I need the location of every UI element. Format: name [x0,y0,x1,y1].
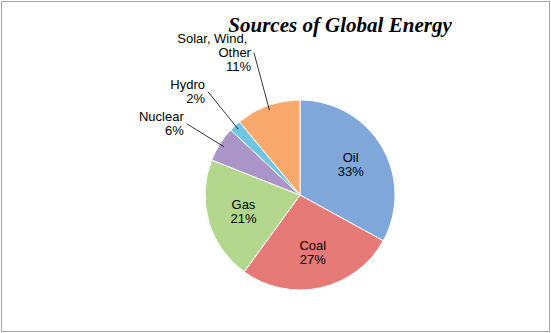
data-label: 11% [226,59,251,74]
slice-label-line: Hydro [170,77,205,92]
slice-label: Hydro [170,77,205,92]
data-label: 27% [300,252,326,267]
slice-label: Solar, Wind, Other [177,31,251,60]
leader-line [187,124,224,147]
slice-label-line: Gas [232,197,256,212]
pie-slice [239,100,300,195]
slice-label: Nuclear [139,109,184,124]
slice-label-line: Nuclear [139,109,184,124]
leader-line [208,92,238,129]
slice-label: Oil [343,150,359,165]
slice-label: Gas [232,197,256,212]
slice-label: Coal [299,238,326,253]
slice-label-line: Oil [343,150,359,165]
slice-label-line: Coal [299,238,326,253]
leader-line [254,53,269,110]
slice-label-line: Solar, Wind, [177,31,251,46]
pie: Oil33% Coal27% Gas21% Nuclear6% Hydro2% Solar… [139,31,395,290]
data-label: 2% [186,91,205,106]
data-label: 33% [338,164,364,179]
data-label: 6% [165,123,184,138]
slice-label-line: Other [218,45,251,60]
chart-frame [2,2,550,332]
data-label: 21% [230,211,256,226]
chart-title: Sources of Global Energy [228,13,452,37]
chart: Sources of Global Energy Oil33% Coal27% Gas… [0,0,551,333]
